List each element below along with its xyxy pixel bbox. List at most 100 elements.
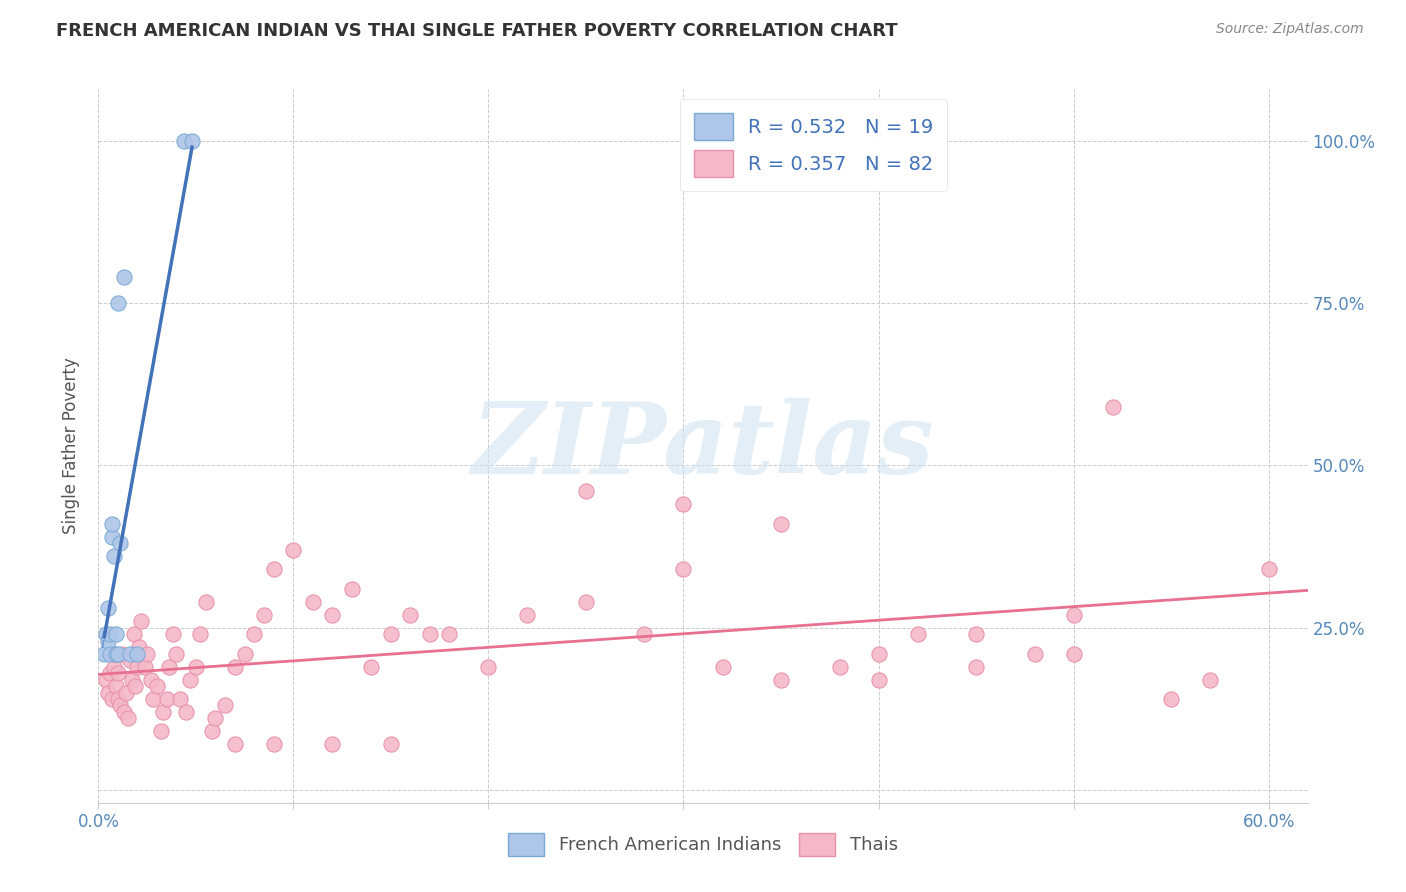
Point [283,542,305,557]
Point [1024,647,1046,661]
Point [118,653,141,667]
Point [117,711,139,725]
Point [104,679,127,693]
Point [1257,562,1279,576]
Point [769,516,792,531]
Point [162,627,184,641]
Point [1160,692,1182,706]
Point [711,659,734,673]
Point [98,627,121,641]
Text: Source: ZipAtlas.com: Source: ZipAtlas.com [1216,22,1364,37]
Point [152,705,174,719]
Point [204,711,226,725]
Point [439,627,461,641]
Point [107,666,129,681]
Point [1101,400,1123,414]
Point [321,738,343,752]
Point [360,659,382,673]
Point [96,627,118,641]
Point [633,627,655,641]
Point [672,562,695,576]
Point [1063,647,1085,661]
Point [188,627,211,641]
Point [575,484,598,499]
Point [98,666,121,681]
Point [139,673,162,687]
Point [97,601,120,615]
Point [214,698,236,713]
Point [224,659,246,673]
Point [114,685,136,699]
Point [127,659,149,673]
Point [111,647,134,661]
Point [672,497,695,511]
Point [253,607,276,622]
Point [93,647,115,661]
Point [828,659,851,673]
Point [321,607,343,622]
Legend: French American Indians, Thais: French American Indians, Thais [499,824,907,865]
Point [134,659,156,673]
Point [184,659,207,673]
Point [124,679,146,693]
Point [142,692,165,706]
Point [200,724,222,739]
Point [868,673,890,687]
Point [101,692,124,706]
Point [233,647,256,661]
Point [107,296,129,310]
Point [131,614,153,628]
Point [103,647,125,661]
Point [103,549,125,564]
Text: FRENCH AMERICAN INDIAN VS THAI SINGLE FATHER POVERTY CORRELATION CHART: FRENCH AMERICAN INDIAN VS THAI SINGLE FA… [56,22,898,40]
Point [107,692,129,706]
Point [575,595,598,609]
Point [1063,607,1085,622]
Point [165,647,187,661]
Point [907,627,929,641]
Point [340,582,363,596]
Point [107,647,129,661]
Point [149,724,172,739]
Point [965,659,987,673]
Point [136,647,159,661]
Point [169,692,191,706]
Point [101,530,124,544]
Point [181,134,204,148]
Point [380,627,402,641]
Point [399,607,422,622]
Point [157,659,180,673]
Point [146,679,169,693]
Point [98,647,121,661]
Point [101,516,124,531]
Point [243,627,266,641]
Point [263,562,285,576]
Point [302,595,325,609]
Point [122,627,145,641]
Point [127,647,149,661]
Point [121,673,143,687]
Point [104,627,127,641]
Point [419,627,441,641]
Point [224,738,246,752]
Point [174,705,197,719]
Point [112,705,135,719]
Point [97,685,120,699]
Point [769,673,792,687]
Point [173,134,195,148]
Point [516,607,538,622]
Point [380,738,402,752]
Point [477,659,499,673]
Text: ZIPatlas: ZIPatlas [472,398,934,494]
Point [108,698,131,713]
Point [108,536,131,550]
Point [1199,673,1222,687]
Point [868,647,890,661]
Point [97,633,120,648]
Point [104,647,127,661]
Point [194,595,217,609]
Point [128,640,150,654]
Point [179,673,201,687]
Point [103,659,125,673]
Y-axis label: Single Father Poverty: Single Father Poverty [62,358,80,534]
